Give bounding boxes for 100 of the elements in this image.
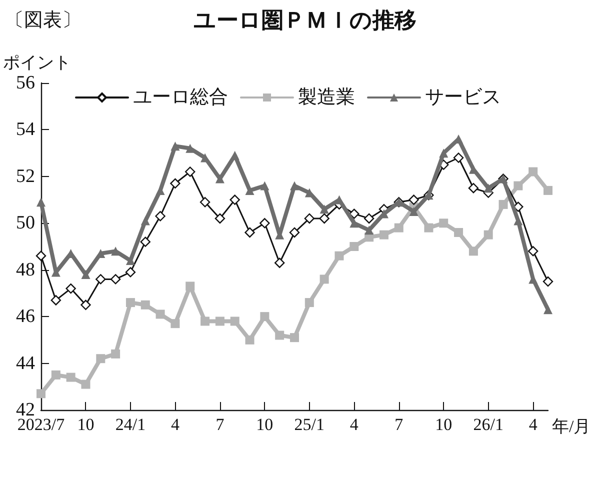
x-tick-label: 10 (77, 415, 94, 434)
point (379, 230, 388, 240)
point (350, 242, 359, 251)
point (80, 300, 91, 310)
chart-title: ユーロ圏ＰＭＩの推移 (194, 8, 416, 32)
point (200, 197, 210, 208)
x-tick-label: 7 (394, 415, 404, 434)
point (528, 167, 538, 176)
y-tick-label: 52 (16, 166, 35, 187)
point (50, 295, 62, 306)
point (200, 316, 210, 326)
point (230, 194, 240, 205)
x-tick-label: 25/1 (294, 415, 325, 434)
point (409, 206, 418, 216)
point (290, 181, 299, 190)
y-axis-title: ポイント (3, 53, 71, 72)
y-tick-label: 46 (16, 306, 35, 328)
x-tick-label: 4 (170, 415, 180, 434)
point (140, 300, 150, 310)
point (215, 174, 224, 184)
point (170, 142, 180, 151)
point (81, 270, 90, 280)
point (51, 370, 60, 380)
point (320, 274, 329, 284)
point (349, 208, 360, 219)
point (125, 267, 136, 278)
point (230, 316, 240, 326)
x-tick-label: 7 (216, 415, 225, 434)
point (289, 227, 300, 238)
y-tick-label: 50 (16, 212, 35, 234)
point (36, 389, 46, 398)
x-tick-label: 4 (350, 415, 359, 434)
point (245, 186, 254, 195)
legend-label: ユーロ総合 (133, 87, 228, 108)
point (111, 246, 120, 256)
y-tick-label: 54 (16, 119, 36, 140)
point (96, 274, 106, 284)
point (260, 312, 270, 322)
point (110, 274, 121, 284)
point (468, 183, 479, 194)
point (544, 305, 552, 314)
x-tick-label: 10 (256, 415, 274, 434)
point (484, 184, 493, 193)
point (320, 204, 329, 214)
point (408, 194, 419, 205)
point (96, 354, 106, 364)
point (275, 330, 284, 340)
point (260, 218, 270, 228)
point (185, 166, 196, 177)
point (319, 213, 330, 224)
point (66, 372, 76, 382)
point (186, 282, 195, 291)
point (215, 316, 224, 326)
point (544, 186, 552, 195)
x-axis-title: 年/月 (552, 417, 591, 436)
point (170, 178, 180, 189)
point (454, 228, 464, 237)
text: 〔図表〕 (5, 10, 81, 31)
point (424, 223, 434, 232)
point (274, 258, 285, 268)
point (290, 333, 299, 342)
point (334, 251, 344, 260)
point (394, 223, 404, 232)
point (304, 213, 315, 224)
point (245, 335, 254, 344)
point (36, 198, 46, 207)
point (468, 246, 478, 256)
legend-label: サービス (425, 87, 501, 108)
point (66, 283, 76, 294)
point (214, 213, 226, 224)
point (156, 310, 165, 319)
point (170, 319, 180, 328)
point (111, 349, 120, 358)
point (350, 218, 359, 228)
point (528, 246, 538, 256)
point (439, 148, 448, 158)
y-tick-label: 44 (16, 352, 36, 374)
point (36, 250, 46, 261)
point (364, 226, 374, 235)
y-tick-label: 56 (16, 72, 35, 94)
point (364, 213, 374, 224)
point (260, 181, 270, 190)
point (498, 200, 508, 209)
point (155, 211, 166, 222)
point (453, 152, 464, 163)
point (81, 380, 90, 389)
point (126, 298, 135, 308)
point (439, 218, 448, 228)
x-tick-label: 10 (435, 415, 452, 434)
x-tick-label: 2023/7 (17, 415, 66, 434)
point (484, 230, 493, 240)
x-tick-label: 26/1 (473, 415, 504, 434)
legend-label: 製造業 (298, 87, 355, 108)
point (140, 216, 150, 226)
point (304, 298, 314, 308)
x-tick-label: 24/1 (115, 415, 146, 434)
point (542, 276, 554, 287)
point (244, 227, 255, 238)
x-tick-label: 4 (528, 415, 538, 434)
point (514, 181, 523, 190)
